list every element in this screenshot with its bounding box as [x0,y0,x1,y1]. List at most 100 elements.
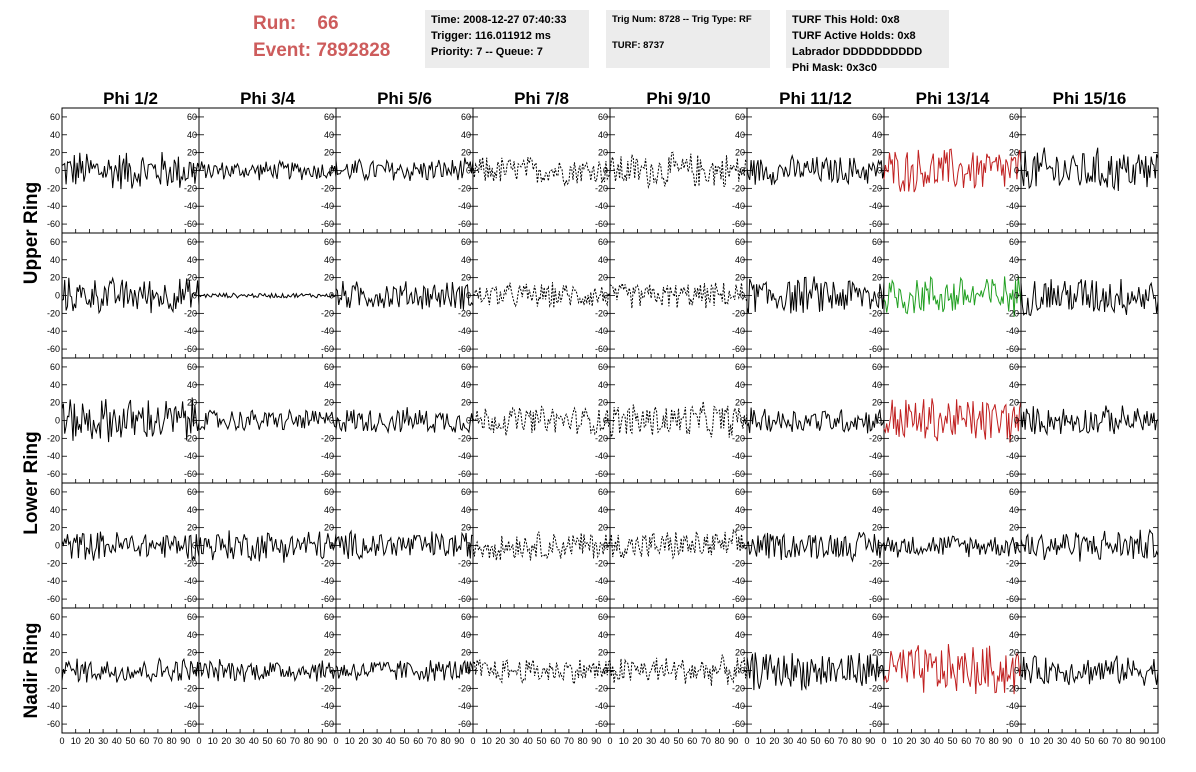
y-tick-label: -60 [1006,344,1019,354]
column-header: Phi 11/12 [779,89,852,108]
y-tick-label: 40 [735,130,745,140]
y-tick-label: 60 [324,612,334,622]
y-tick-label: -20 [458,433,471,443]
time-text: Time: 2008-12-27 07:40:33 [431,14,567,26]
y-tick-label: 40 [1009,130,1019,140]
panel-frame [61,482,200,609]
y-tick-label: 0 [740,541,745,551]
x-tick-label: 40 [249,736,259,746]
y-tick-label: -60 [47,594,60,604]
y-tick-label: -20 [184,558,197,568]
y-tick-label: 0 [192,166,197,176]
y-tick-label: 0 [603,541,608,551]
waveform-trace [883,148,1022,193]
x-tick-label: 30 [372,736,382,746]
y-tick-label: -60 [321,719,334,729]
y-tick-label: 0 [466,291,471,301]
y-tick-label: 20 [324,398,334,408]
y-tick-label: -40 [321,576,334,586]
panel-frame [472,107,611,234]
x-tick-label: 20 [632,736,642,746]
x-tick-label: 20 [1043,736,1053,746]
y-tick-label: -60 [1006,219,1019,229]
y-tick-label: -40 [47,451,60,461]
y-tick-label: 0 [329,666,334,676]
y-tick-label: -20 [869,558,882,568]
y-tick-label: 0 [1014,291,1019,301]
waveform-trace [1020,405,1159,436]
column-header: Phi 5/6 [377,89,432,108]
y-tick-label: -60 [458,344,471,354]
y-tick-label: 20 [324,523,334,533]
x-tick-label: 30 [1057,736,1067,746]
y-tick-label: 40 [872,255,882,265]
y-tick-label: -40 [47,701,60,711]
y-tick-label: 60 [872,237,882,247]
row-label: Lower Ring [21,431,42,534]
x-tick-label: 40 [386,736,396,746]
y-tick-label: -60 [1006,594,1019,604]
y-tick-label: -40 [184,451,197,461]
waveform-trace [609,282,748,309]
y-tick-label: 40 [872,380,882,390]
y-tick-label: 0 [55,166,60,176]
y-tick-label: -40 [732,201,745,211]
y-tick-label: 40 [187,505,197,515]
panel-frame [883,482,1022,609]
x-tick-label: 30 [920,736,930,746]
run-label: Run: [253,13,297,34]
y-tick-label: -40 [595,451,608,461]
x-tick-label: 100 [1150,736,1165,746]
x-tick-label: 10 [756,736,766,746]
x-tick-label: 80 [852,736,862,746]
panel-frame [472,607,611,734]
y-tick-label: -60 [184,219,197,229]
y-tick-label: 20 [50,273,60,283]
y-tick-label: -60 [458,594,471,604]
waveform-trace [198,408,337,432]
waveform-trace [883,643,1022,695]
y-tick-label: 20 [324,148,334,158]
y-tick-label: 60 [461,612,471,622]
turf-text: TURF: 8737 [612,40,665,51]
waveform-trace [472,282,611,309]
time-info-box: Time: 2008-12-27 07:40:33 Trigger: 116.0… [425,10,589,68]
y-tick-label: 0 [55,291,60,301]
y-tick-label: 20 [598,523,608,533]
y-tick-label: 40 [187,380,197,390]
x-tick-label: 40 [934,736,944,746]
y-tick-label: -40 [184,701,197,711]
y-tick-label: -40 [47,576,60,586]
x-tick-label: 20 [906,736,916,746]
y-tick-label: 0 [603,166,608,176]
y-tick-label: 0 [603,416,608,426]
y-tick-label: 60 [1009,362,1019,372]
x-tick-label: 80 [304,736,314,746]
waveform-trace [472,156,611,187]
panel-frame [61,607,200,734]
y-tick-label: 0 [466,541,471,551]
y-tick-label: -60 [184,719,197,729]
x-tick-label: 30 [783,736,793,746]
panel-frame [335,607,474,734]
y-tick-label: -20 [458,558,471,568]
y-tick-label: 0 [1014,541,1019,551]
y-tick-label: 20 [598,148,608,158]
y-tick-label: -40 [321,451,334,461]
y-tick-label: 40 [735,255,745,265]
trigger-text: Trigger: 116.011912 ms [431,30,551,42]
y-tick-label: 60 [324,237,334,247]
waveform-trace [883,535,1021,558]
y-tick-label: 60 [598,112,608,122]
y-tick-label: -20 [47,558,60,568]
y-tick-label: 0 [329,541,334,551]
y-tick-label: -20 [184,433,197,443]
y-tick-label: -20 [47,433,60,443]
y-tick-label: -60 [732,719,745,729]
waveform-trace [472,659,611,686]
y-tick-label: 0 [1014,166,1019,176]
y-tick-label: 60 [1009,237,1019,247]
x-tick-label: 50 [399,736,409,746]
y-tick-label: -60 [184,344,197,354]
y-tick-label: -60 [595,344,608,354]
